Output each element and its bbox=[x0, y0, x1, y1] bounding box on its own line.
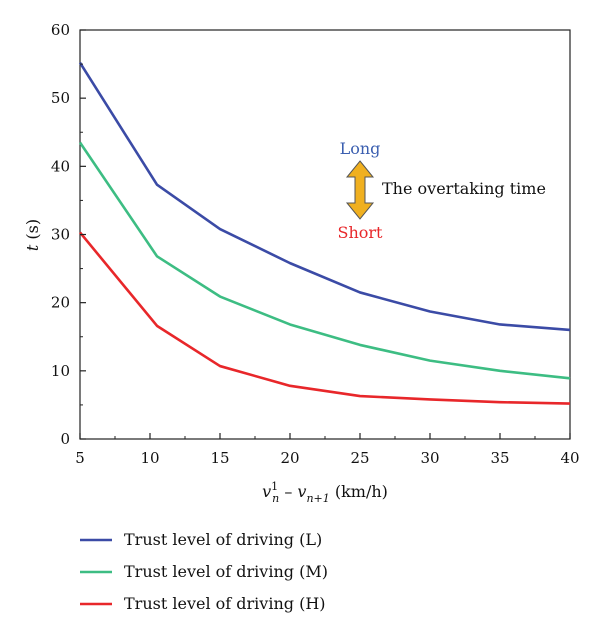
legend-label: Trust level of driving (L) bbox=[124, 530, 322, 549]
x-tick-label: 25 bbox=[350, 449, 369, 467]
y-axis-label: t (s) bbox=[23, 219, 42, 251]
legend-item: Trust level of driving (H) bbox=[80, 594, 326, 613]
y-tick-label: 20 bbox=[51, 294, 70, 312]
x-tick-label: 5 bbox=[75, 449, 85, 467]
x-tick-label: 30 bbox=[420, 449, 439, 467]
annotation-text: The overtaking time bbox=[382, 179, 546, 198]
annotation-short-label: Short bbox=[338, 223, 384, 242]
y-tick-label: 0 bbox=[60, 430, 70, 448]
plot-area bbox=[79, 29, 571, 440]
annotation: Long The overtaking time Short bbox=[338, 139, 546, 242]
x-tick-label: 10 bbox=[140, 449, 159, 467]
x-tick-label: 20 bbox=[280, 449, 299, 467]
x-axis-label: v1 n – vn+1 (km/h) bbox=[262, 480, 388, 505]
plot-frame bbox=[79, 29, 571, 440]
series-line-1 bbox=[78, 62, 571, 332]
y-tick-label: 60 bbox=[51, 21, 70, 39]
y-tick-label: 40 bbox=[51, 157, 70, 175]
legend: Trust level of driving (L) Trust level of… bbox=[80, 530, 328, 613]
legend-item: Trust level of driving (M) bbox=[80, 562, 328, 581]
series-line-2 bbox=[78, 141, 571, 380]
x-tick-label: 15 bbox=[210, 449, 229, 467]
series-line-3 bbox=[78, 231, 571, 405]
x-tick-label: 35 bbox=[490, 449, 509, 467]
legend-label: Trust level of driving (H) bbox=[124, 594, 326, 613]
axis-ticks: 5 10 15 20 25 30 35 40 0 10 20 30 40 50 60 bbox=[51, 21, 580, 467]
y-tick-label: 30 bbox=[51, 226, 70, 244]
y-tick-label: 50 bbox=[51, 89, 70, 107]
y-tick-label: 10 bbox=[51, 362, 70, 380]
series-lines bbox=[78, 62, 571, 405]
annotation-long-label: Long bbox=[340, 139, 381, 158]
double-arrow-icon bbox=[345, 160, 375, 220]
legend-item: Trust level of driving (L) bbox=[80, 530, 322, 549]
x-tick-label: 40 bbox=[560, 449, 579, 467]
legend-label: Trust level of driving (M) bbox=[124, 562, 328, 581]
